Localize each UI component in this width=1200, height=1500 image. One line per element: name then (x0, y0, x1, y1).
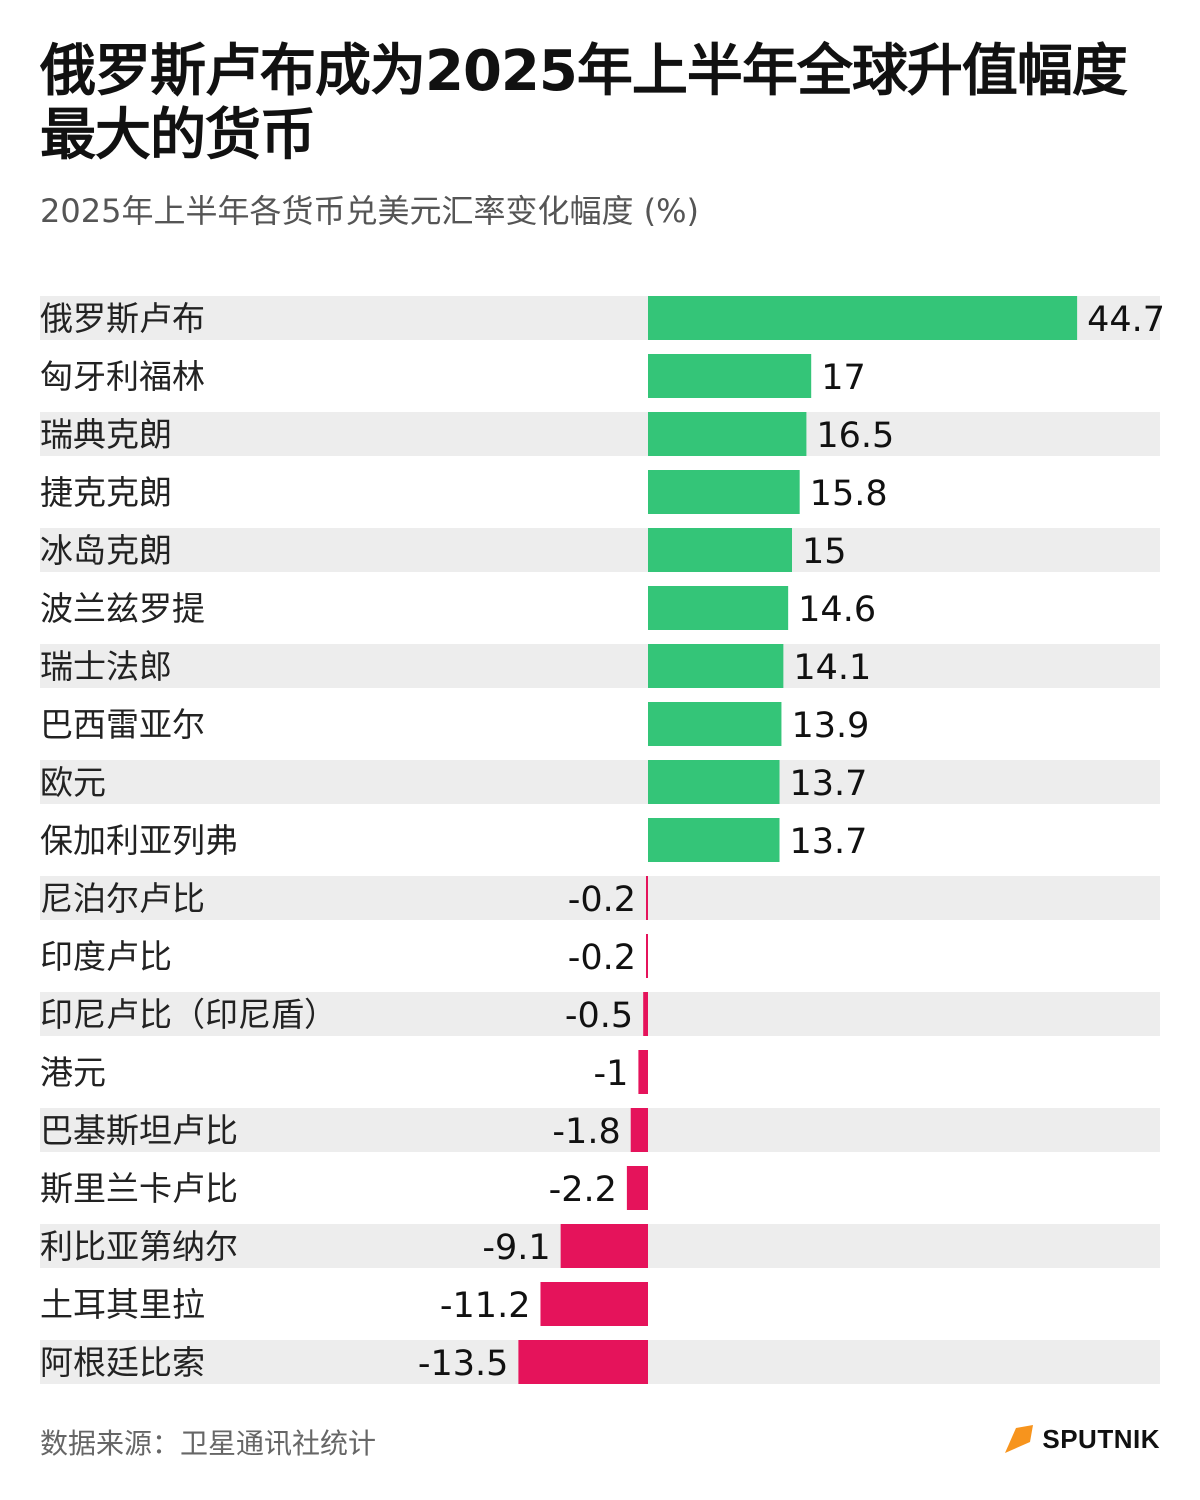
category-label: 阿根廷比索 (40, 1343, 205, 1382)
row-band (40, 528, 1160, 572)
value-label: -0.2 (568, 880, 636, 920)
category-label: 巴基斯坦卢比 (40, 1111, 238, 1150)
value-label: 14.1 (793, 648, 871, 688)
value-label: -0.2 (568, 938, 636, 978)
value-label: 17 (821, 358, 866, 398)
bar (648, 586, 789, 630)
value-label: -2.2 (549, 1170, 617, 1210)
chart-subtitle: 2025年上半年各货币兑美元汇率变化幅度 (%) (40, 192, 699, 230)
value-label: -1.8 (552, 1112, 620, 1152)
bar (626, 1166, 648, 1210)
value-label: 13.7 (790, 822, 868, 862)
category-label: 巴西雷亚尔 (40, 705, 205, 744)
bar (540, 1282, 648, 1326)
category-label: 瑞典克朗 (40, 415, 172, 454)
row-band (40, 760, 1160, 804)
bar (648, 412, 807, 456)
row-band (40, 644, 1160, 688)
value-label: -13.5 (418, 1344, 509, 1384)
category-label: 瑞士法郎 (40, 647, 172, 686)
category-label: 保加利亚列弗 (40, 821, 238, 860)
category-label: 波兰兹罗提 (40, 589, 205, 628)
category-label: 印尼卢比（印尼盾） (40, 995, 337, 1034)
bar (518, 1340, 648, 1384)
bar (648, 702, 782, 746)
bar (630, 1108, 648, 1152)
bar (643, 992, 648, 1036)
value-label: 15 (802, 532, 847, 572)
sputnik-logo: SPUTNIK (1002, 1422, 1160, 1456)
bar (648, 644, 784, 688)
bar (646, 934, 648, 978)
category-label: 俄罗斯卢布 (40, 299, 205, 338)
bar (648, 818, 780, 862)
bar (648, 760, 780, 804)
category-label: 欧元 (40, 763, 106, 802)
value-label: 13.9 (791, 706, 869, 746)
value-label: 44.7 (1087, 300, 1165, 340)
bar-chart: 俄罗斯卢布 44.7 匈牙利福林 17 瑞典克朗 16.5 捷克克朗 15.8 冰岛克朗 15 波兰… (40, 296, 1165, 1384)
sputnik-logo-icon (1005, 1425, 1034, 1453)
value-label: 13.7 (790, 764, 868, 804)
value-label: 15.8 (810, 474, 888, 514)
sputnik-logo-text: SPUTNIK (1042, 1423, 1160, 1454)
category-label: 利比亚第纳尔 (40, 1227, 238, 1266)
row-band (40, 992, 1160, 1036)
value-label: -11.2 (440, 1286, 531, 1326)
category-label: 捷克克朗 (40, 473, 172, 512)
data-source: 数据来源：卫星通讯社统计 (40, 1427, 377, 1460)
bar (648, 354, 812, 398)
value-label: -9.1 (482, 1228, 550, 1268)
category-label: 匈牙利福林 (40, 357, 205, 396)
row-band (40, 1108, 1160, 1152)
row-band (40, 412, 1160, 456)
bar (648, 470, 800, 514)
category-label: 印度卢比 (40, 937, 172, 976)
bar (648, 296, 1078, 340)
value-label: -1 (593, 1054, 628, 1094)
bar (646, 876, 648, 920)
value-label: 16.5 (816, 416, 894, 456)
bar (638, 1050, 648, 1094)
category-label: 斯里兰卡卢比 (40, 1169, 238, 1208)
value-label: 14.6 (798, 590, 876, 630)
row-band (40, 876, 1160, 920)
bar (648, 528, 792, 572)
category-label: 尼泊尔卢比 (40, 879, 205, 918)
category-label: 港元 (40, 1053, 106, 1092)
bar (560, 1224, 648, 1268)
category-label: 冰岛克朗 (40, 531, 172, 570)
value-label: -0.5 (565, 996, 633, 1036)
category-label: 土耳其里拉 (40, 1285, 205, 1324)
chart-title: 俄罗斯卢布成为2025年上半年全球升值幅度最大的货币 (40, 39, 1128, 168)
